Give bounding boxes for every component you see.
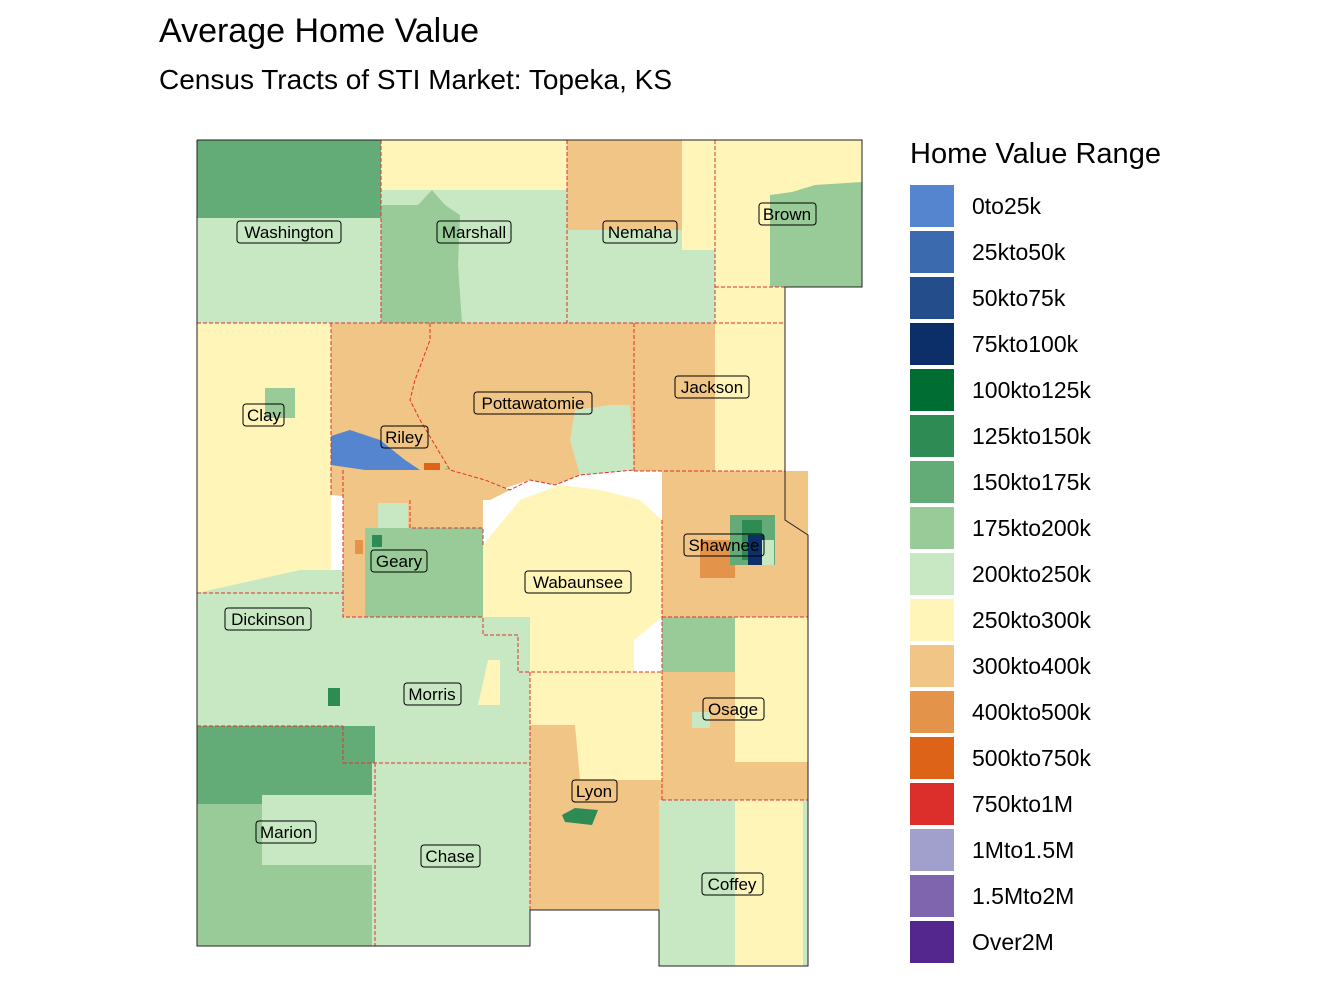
svg-text:Coffey: Coffey	[708, 875, 757, 894]
svg-text:Marion: Marion	[260, 823, 312, 842]
legend-label: 75kto100k	[972, 330, 1079, 357]
legend-swatch	[910, 553, 954, 595]
market-outline	[196, 139, 863, 967]
legend-item: 250kto300k	[910, 597, 1161, 643]
svg-text:Morris: Morris	[408, 685, 455, 704]
legend-swatch	[910, 323, 954, 365]
svg-text:Geary: Geary	[376, 552, 423, 571]
county-label-dickinson: Dickinson	[224, 607, 312, 631]
legend-label: 175kto200k	[972, 514, 1091, 541]
legend-item: 1Mto1.5M	[910, 827, 1161, 873]
svg-text:Brown: Brown	[763, 205, 811, 224]
county-label-chase: Chase	[420, 844, 481, 868]
legend-label: 150kto175k	[972, 468, 1091, 495]
legend-label: 0to25k	[972, 192, 1042, 219]
svg-text:Pottawatomie: Pottawatomie	[482, 394, 585, 413]
tract-fills	[197, 140, 862, 966]
legend-swatch	[910, 231, 954, 273]
legend: Home Value Range 0to25k 25kto50k 50kto75k 7…	[910, 138, 1161, 965]
county-label-marshall: Marshall	[436, 220, 512, 244]
svg-text:Chase: Chase	[425, 847, 474, 866]
legend-swatch	[910, 783, 954, 825]
legend-label: Over2M	[972, 928, 1054, 955]
legend-swatch	[910, 921, 954, 963]
svg-text:Nemaha: Nemaha	[608, 223, 673, 242]
legend-item: 75kto100k	[910, 321, 1161, 367]
legend-label: 400kto500k	[972, 698, 1091, 725]
svg-text:Riley: Riley	[385, 428, 423, 447]
legend-item: Over2M	[910, 919, 1161, 965]
legend-item: 500kto750k	[910, 735, 1161, 781]
svg-text:Shawnee: Shawnee	[689, 536, 760, 555]
legend-item: 50kto75k	[910, 275, 1161, 321]
svg-text:Washington: Washington	[244, 223, 333, 242]
county-label-jackson: Jackson	[674, 375, 750, 399]
legend-item: 400kto500k	[910, 689, 1161, 735]
legend-swatch	[910, 185, 954, 227]
legend-swatch	[910, 599, 954, 641]
county-label-lyon: Lyon	[571, 779, 618, 803]
svg-text:Osage: Osage	[708, 700, 758, 719]
legend-label: 1.5Mto2M	[972, 882, 1075, 909]
legend-swatch	[910, 369, 954, 411]
county-label-riley: Riley	[380, 425, 429, 449]
legend-label: 1Mto1.5M	[972, 836, 1075, 863]
legend-item: 25kto50k	[910, 229, 1161, 275]
county-label-wabaunsee: Wabaunsee	[524, 570, 632, 594]
county-label-clay: Clay	[242, 403, 285, 427]
legend-swatch	[910, 691, 954, 733]
county-label-coffey: Coffey	[701, 872, 764, 896]
legend-swatch	[910, 415, 954, 457]
county-label-washington: Washington	[236, 220, 342, 244]
legend-label: 750kto1M	[972, 790, 1074, 817]
legend-swatch	[910, 875, 954, 917]
legend-label: 50kto75k	[972, 284, 1066, 311]
legend-swatch	[910, 829, 954, 871]
legend-swatch	[910, 737, 954, 779]
svg-text:Marshall: Marshall	[442, 223, 506, 242]
legend-swatch	[910, 277, 954, 319]
legend-item: 125kto150k	[910, 413, 1161, 459]
county-label-nemaha: Nemaha	[602, 220, 678, 244]
county-label-osage: Osage	[702, 697, 765, 721]
legend-label: 125kto150k	[972, 422, 1091, 449]
svg-text:Lyon: Lyon	[576, 782, 612, 801]
legend-swatch	[910, 461, 954, 503]
legend-item: 750kto1M	[910, 781, 1161, 827]
county-label-shawnee: Shawnee	[683, 533, 765, 557]
county-label-morris: Morris	[403, 682, 462, 706]
legend-swatch	[910, 507, 954, 549]
county-label-marion: Marion	[255, 820, 317, 844]
legend-label: 500kto750k	[972, 744, 1091, 771]
county-labels: Washington Marshall Nemaha Brown Clay Ri…	[224, 202, 817, 896]
legend-label: 100kto125k	[972, 376, 1091, 403]
legend-title: Home Value Range	[910, 138, 1161, 170]
county-label-brown: Brown	[758, 202, 817, 226]
legend-item: 150kto175k	[910, 459, 1161, 505]
county-label-pottawatomie: Pottawatomie	[473, 391, 593, 415]
legend-item: 0to25k	[910, 183, 1161, 229]
legend-label: 250kto300k	[972, 606, 1091, 633]
legend-item: 100kto125k	[910, 367, 1161, 413]
legend-label: 200kto250k	[972, 560, 1091, 587]
map-title: Average Home Value	[159, 12, 480, 50]
svg-text:Wabaunsee: Wabaunsee	[533, 573, 623, 592]
map-subtitle: Census Tracts of STI Market: Topeka, KS	[159, 64, 673, 95]
legend-swatch	[910, 645, 954, 687]
legend-item: 1.5Mto2M	[910, 873, 1161, 919]
svg-text:Clay: Clay	[247, 406, 282, 425]
legend-item: 300kto400k	[910, 643, 1161, 689]
svg-text:Dickinson: Dickinson	[231, 610, 305, 629]
legend-item: 175kto200k	[910, 505, 1161, 551]
legend-items: 0to25k 25kto50k 50kto75k 75kto100k 100kto125…	[910, 183, 1161, 965]
legend-item: 200kto250k	[910, 551, 1161, 597]
county-label-geary: Geary	[370, 549, 428, 573]
svg-text:Jackson: Jackson	[681, 378, 743, 397]
legend-label: 25kto50k	[972, 238, 1066, 265]
legend-label: 300kto400k	[972, 652, 1091, 679]
